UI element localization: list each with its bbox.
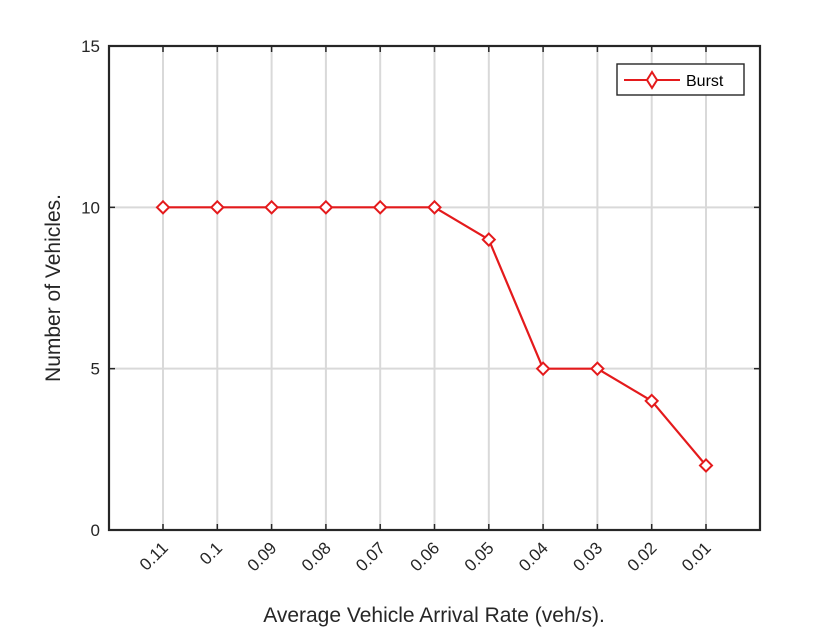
series-group <box>155 199 714 473</box>
y-tick-label: 10 <box>81 198 100 217</box>
data-point-marker <box>644 393 660 409</box>
legend-label-burst: Burst <box>686 73 724 90</box>
legend-marker-swatch <box>645 70 659 90</box>
data-point-marker <box>155 199 171 215</box>
data-point-marker <box>264 199 280 215</box>
x-axis-title: Average Vehicle Arrival Rate (veh/s). <box>263 604 605 627</box>
axis-ticks <box>109 45 760 531</box>
y-tick-label: 5 <box>91 360 100 379</box>
data-point-marker <box>698 458 714 473</box>
data-point-marker <box>372 199 388 215</box>
data-point-marker <box>209 199 225 215</box>
y-tick-labels: 0 5 10 15 <box>81 37 100 540</box>
data-point-marker <box>318 199 334 215</box>
data-point-marker <box>589 361 605 377</box>
y-axis-title: Number of Vehicles. <box>42 194 65 382</box>
y-tick-label: 0 <box>91 521 100 540</box>
data-point-marker <box>481 232 497 248</box>
data-point-marker <box>535 361 551 377</box>
data-point-marker <box>427 199 442 215</box>
legend: Burst <box>616 63 745 96</box>
y-tick-label: 15 <box>81 37 100 56</box>
